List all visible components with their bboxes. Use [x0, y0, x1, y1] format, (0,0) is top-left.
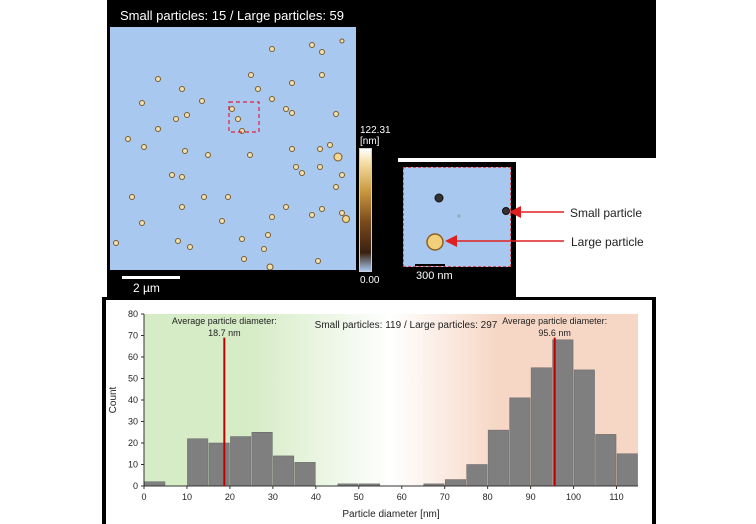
y-tick-label: 60: [128, 352, 138, 362]
afm-scale-bar: [122, 276, 180, 279]
y-tick-label: 30: [128, 417, 138, 427]
y-tick-label: 80: [128, 309, 138, 319]
x-tick-label: 80: [483, 492, 493, 502]
x-tick-label: 100: [566, 492, 581, 502]
y-tick-label: 50: [128, 374, 138, 384]
y-tick-label: 0: [133, 481, 138, 491]
x-tick-label: 30: [268, 492, 278, 502]
histogram-bar: [595, 434, 617, 487]
large-particle-dot: [426, 233, 444, 251]
colorbar-max-label: 122.31: [360, 125, 391, 136]
x-tick-label: 20: [225, 492, 235, 502]
afm-particles: [113, 38, 350, 270]
height-colorbar: [359, 148, 372, 272]
colorbar-unit-label: [nm]: [360, 136, 380, 147]
average-diameter-value: 95.6 nm: [538, 328, 571, 338]
afm-particle-count-title: Small particles: 15 / Large particles: 5…: [120, 8, 344, 23]
average-diameter-label: Average particle diameter:: [502, 316, 607, 326]
histogram-bar: [573, 369, 595, 487]
particle-diameter-histogram: 0 10 20 30 40 50 60 70 80 90 100 110 0 10 20 30 40 50 60 70…: [108, 309, 638, 520]
y-tick-label: 40: [128, 395, 138, 405]
histogram-bar: [487, 429, 509, 487]
colorbar-min-label: 0.00: [360, 275, 380, 286]
zoom-scale-bar: [415, 264, 445, 266]
x-tick-label: 0: [141, 492, 146, 502]
afm-scale-label: 2 µm: [133, 281, 160, 295]
small-particle-label: Small particle: [570, 206, 643, 220]
x-tick-label: 90: [526, 492, 536, 502]
average-diameter-value: 18.7 nm: [208, 328, 241, 338]
x-tick-label: 70: [440, 492, 450, 502]
y-tick-label: 20: [128, 438, 138, 448]
histogram-bar: [273, 455, 295, 487]
y-axis-label: Count: [108, 386, 119, 413]
histogram-bar: [187, 438, 209, 487]
x-tick-label: 60: [397, 492, 407, 502]
x-tick-label: 110: [609, 492, 623, 502]
x-tick-label: 40: [311, 492, 321, 502]
x-tick-label: 10: [182, 492, 192, 502]
histogram-bar: [444, 479, 466, 487]
histogram-bar: [251, 432, 273, 487]
histogram-bar: [530, 367, 552, 487]
histogram-bar: [208, 442, 230, 487]
histogram-bar: [466, 464, 488, 487]
histogram-bar: [509, 397, 531, 487]
x-axis-label: Particle diameter [nm]: [342, 509, 439, 520]
histogram-bar: [616, 453, 638, 487]
average-diameter-label: Average particle diameter:: [172, 316, 277, 326]
x-tick-label: 50: [354, 492, 364, 502]
y-tick-label: 70: [128, 331, 138, 341]
callout-arrows: [445, 206, 564, 247]
histogram-bar: [144, 481, 166, 487]
blank-black-panel: [398, 0, 656, 158]
afm-height-image: [110, 27, 356, 270]
zoom-inset-image: [403, 167, 511, 267]
zoom-scale-label: 300 nm: [416, 270, 453, 282]
histogram-bar: [230, 436, 252, 487]
histogram-title: Small particles: 119 / Large particles: …: [315, 320, 498, 331]
histogram-bar: [294, 462, 316, 487]
small-particle-dot: [434, 193, 444, 203]
zoom-particles: [426, 193, 510, 251]
large-particle-label: Large particle: [571, 235, 644, 249]
y-tick-label: 10: [128, 460, 138, 470]
tiny-particle-dot: [457, 214, 461, 218]
